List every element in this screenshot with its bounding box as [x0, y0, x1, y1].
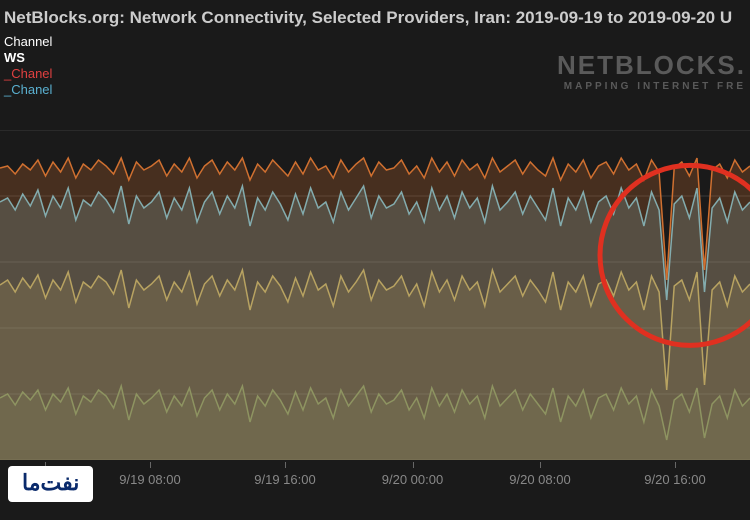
legend-item: Channel [4, 34, 52, 50]
x-axis: 00:009/19 08:009/19 16:009/20 00:009/20 … [0, 470, 750, 500]
series-fill-orange [0, 158, 750, 460]
x-tick-label: 9/19 08:00 [119, 472, 180, 487]
legend-item: _Chanel [4, 82, 52, 98]
legend-item: _Chanel [4, 66, 52, 82]
x-tick-label: 9/19 16:00 [254, 472, 315, 487]
chart-title: NetBlocks.org: Network Connectivity, Sel… [4, 8, 746, 28]
watermark-main: NETBLOCKS. [557, 50, 746, 81]
x-tick-mark [285, 462, 286, 468]
x-tick-mark [150, 462, 151, 468]
legend: ChannelWS_Chanel_Chanel [4, 34, 52, 98]
x-tick-label: 9/20 00:00 [382, 472, 443, 487]
legend-item: WS [4, 50, 52, 66]
watermark: NETBLOCKS. MAPPING INTERNET FRE [557, 50, 746, 92]
x-tick-label: 9/20 16:00 [644, 472, 705, 487]
source-badge: نفت‌ما [8, 466, 93, 502]
x-tick-mark [413, 462, 414, 468]
watermark-sub: MAPPING INTERNET FRE [557, 81, 746, 92]
x-tick-mark [540, 462, 541, 468]
x-tick-mark [675, 462, 676, 468]
x-tick-label: 9/20 08:00 [509, 472, 570, 487]
chart-area [0, 130, 750, 460]
chart-container: NetBlocks.org: Network Connectivity, Sel… [0, 0, 750, 520]
chart-svg [0, 130, 750, 460]
